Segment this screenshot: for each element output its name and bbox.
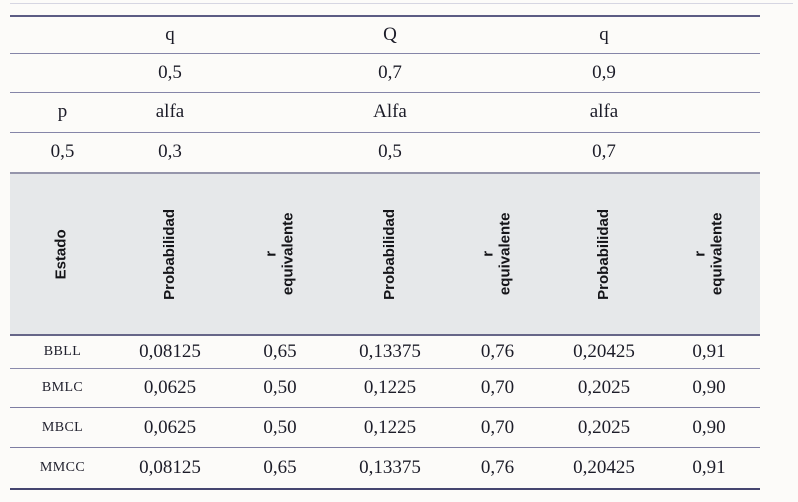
table-rule: [10, 92, 760, 93]
value-cell: 0,76: [480, 341, 515, 362]
table-rule: [10, 334, 760, 336]
column-header-label: Probabilidad: [160, 208, 178, 300]
table-row: MMCC 0,08125 0,65 0,13375 0,76 0,20425 0…: [10, 448, 760, 488]
param-row: 0,5 0,7 0,9: [10, 54, 760, 92]
param-cell: alfa: [589, 101, 619, 122]
param-cell: 0,3: [158, 141, 182, 162]
param-cell: 0,9: [592, 62, 616, 83]
table-rule: [10, 447, 760, 448]
value-cell: 0,13375: [359, 341, 421, 362]
param-cell: 0,7: [592, 141, 616, 162]
value-cell: 0,50: [263, 377, 297, 398]
column-header: Probabilidad: [550, 174, 658, 334]
param-cell: q: [599, 23, 609, 45]
table-row: BBLL 0,08125 0,65 0,13375 0,76 0,20425 0…: [10, 336, 760, 368]
param-cell: p: [57, 101, 68, 122]
table-rule: [10, 407, 760, 408]
param-cell: 0,5: [378, 141, 402, 162]
value-cell: 0,20425: [573, 457, 635, 478]
value-cell: 0,91: [692, 341, 726, 362]
param-cell: q: [165, 23, 175, 45]
param-cell: Alfa: [373, 101, 407, 122]
column-header-label: Probabilidad: [380, 208, 398, 300]
value-cell: 0,2025: [577, 377, 631, 398]
param-row: 0,5 0,3 0,5 0,7: [10, 133, 760, 171]
value-cell: 0,90: [692, 377, 726, 398]
estado-cell: BBLL: [43, 344, 82, 359]
param-row: p alfa Alfa alfa: [10, 93, 760, 131]
table-rule: [10, 488, 760, 490]
value-cell: 0,13375: [359, 457, 421, 478]
column-header-label: Probabilidad: [594, 208, 612, 300]
table-rule: [10, 3, 793, 4]
value-cell: 0,91: [692, 457, 726, 478]
value-cell: 0,70: [480, 416, 515, 438]
table-rule: [10, 368, 760, 369]
table-rule: [10, 15, 760, 17]
estado-cell: MMCC: [39, 460, 86, 475]
value-cell: 0,20425: [573, 341, 635, 362]
column-header: r equivalente: [225, 174, 335, 334]
value-cell: 0,70: [480, 377, 515, 398]
estado-cell: MBCL: [41, 419, 84, 435]
value-cell: 0,08125: [139, 457, 201, 478]
value-cell: 0,50: [263, 416, 297, 438]
table-row: MBCL 0,0625 0,50 0,1225 0,70 0,2025 0,90: [10, 408, 760, 447]
column-header-band: [10, 174, 760, 334]
value-cell: 0,76: [480, 457, 515, 478]
table-row: BMLC 0,0625 0,50 0,1225 0,70 0,2025 0,90: [10, 369, 760, 407]
column-header: Probabilidad: [115, 174, 225, 334]
column-header: Probabilidad: [335, 174, 445, 334]
value-cell: 0,2025: [577, 416, 631, 438]
param-row: q Q q: [10, 16, 760, 53]
column-header: Estado: [10, 174, 115, 334]
value-cell: 0,0625: [143, 377, 197, 398]
param-cell: 0,5: [50, 141, 75, 162]
value-cell: 0,90: [692, 416, 726, 438]
param-cell: alfa: [155, 101, 185, 122]
value-cell: 0,65: [263, 341, 297, 362]
table-rule: [10, 53, 760, 54]
value-cell: 0,0625: [143, 416, 197, 438]
value-cell: 0,08125: [139, 341, 201, 362]
param-cell: 0,5: [158, 62, 182, 83]
estado-cell: BMLC: [41, 380, 84, 395]
param-cell: Q: [383, 23, 397, 45]
value-cell: 0,65: [263, 457, 297, 478]
column-header-label: Estado: [53, 228, 71, 279]
column-header-row: Estado Probabilidad r equivalente Probab…: [10, 174, 760, 334]
column-header: r equivalente: [445, 174, 550, 334]
column-header: r equivalente: [658, 174, 760, 334]
column-header-label: r equivalente: [262, 212, 296, 296]
column-header-label: r equivalente: [479, 212, 514, 296]
param-cell: 0,7: [378, 62, 402, 83]
column-header-label: r equivalente: [691, 212, 725, 296]
value-cell: 0,1225: [363, 416, 417, 438]
table-rule: [10, 132, 760, 133]
table-rule: [10, 172, 760, 174]
value-cell: 0,1225: [363, 377, 417, 398]
